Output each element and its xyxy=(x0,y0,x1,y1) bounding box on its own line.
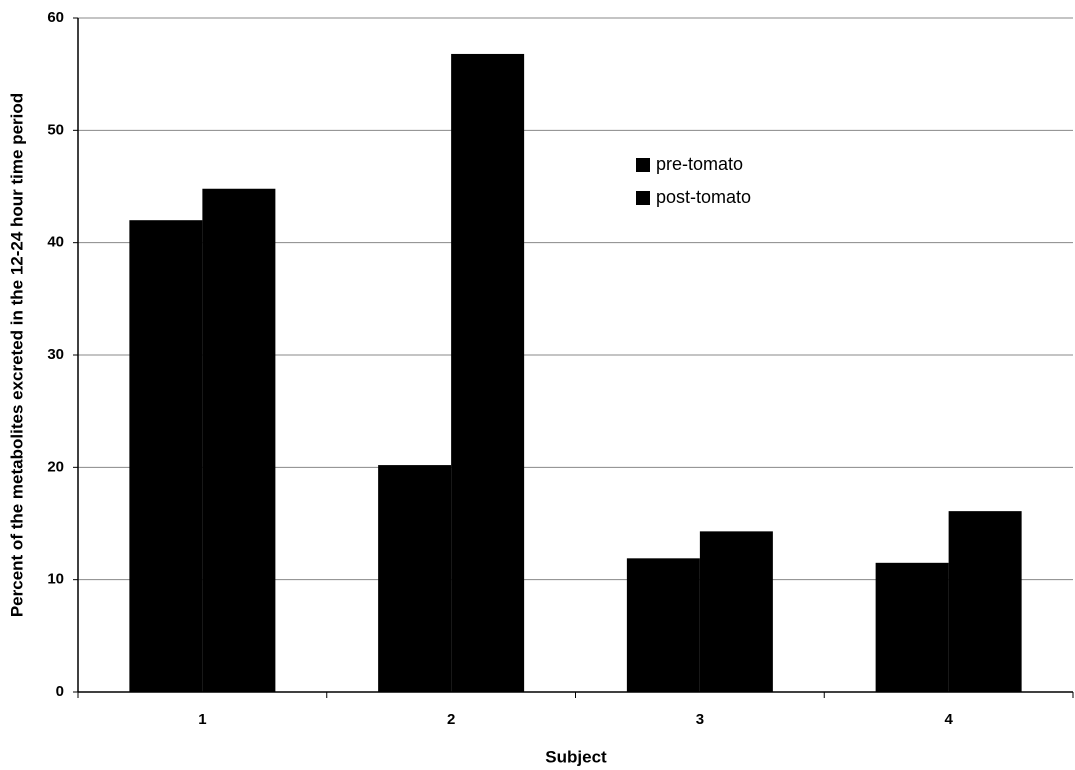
bar xyxy=(699,531,773,692)
legend-swatch xyxy=(636,191,650,205)
y-axis-title: Percent of the metabolites excreted in t… xyxy=(7,93,26,617)
legend-label: post-tomato xyxy=(656,187,751,207)
x-tick-label: 2 xyxy=(447,711,455,728)
legend-swatch xyxy=(636,158,650,172)
x-tick-label: 1 xyxy=(198,711,206,728)
x-tick-label: 3 xyxy=(696,711,704,728)
legend-label: pre-tomato xyxy=(656,154,743,174)
bar xyxy=(378,465,452,692)
bar xyxy=(948,511,1022,692)
y-tick-label: 40 xyxy=(47,234,64,251)
x-tick-label: 4 xyxy=(944,711,953,728)
y-tick-label: 30 xyxy=(47,346,64,363)
bar xyxy=(875,562,949,692)
y-tick-label: 20 xyxy=(47,458,64,475)
y-tick-label: 50 xyxy=(47,121,64,138)
x-axis-title: Subject xyxy=(545,747,607,766)
bar xyxy=(451,53,525,693)
y-tick-label: 0 xyxy=(56,683,64,700)
y-tick-label: 10 xyxy=(47,571,64,588)
bar xyxy=(129,220,203,692)
y-tick-label: 60 xyxy=(47,9,64,26)
bar xyxy=(626,558,700,692)
bar xyxy=(202,188,276,692)
